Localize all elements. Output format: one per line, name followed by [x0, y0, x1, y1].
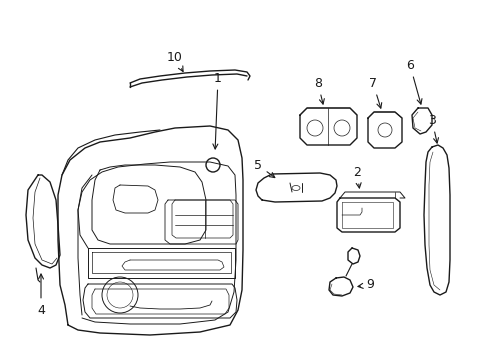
Text: 7: 7: [368, 77, 381, 108]
Text: 2: 2: [352, 166, 361, 188]
Text: 10: 10: [167, 50, 183, 72]
Text: 9: 9: [357, 279, 373, 292]
Text: 6: 6: [405, 59, 421, 104]
Text: 5: 5: [253, 158, 274, 177]
Text: 4: 4: [37, 274, 45, 316]
Text: 1: 1: [212, 72, 222, 149]
Text: 8: 8: [313, 77, 324, 104]
Text: 3: 3: [427, 113, 438, 143]
